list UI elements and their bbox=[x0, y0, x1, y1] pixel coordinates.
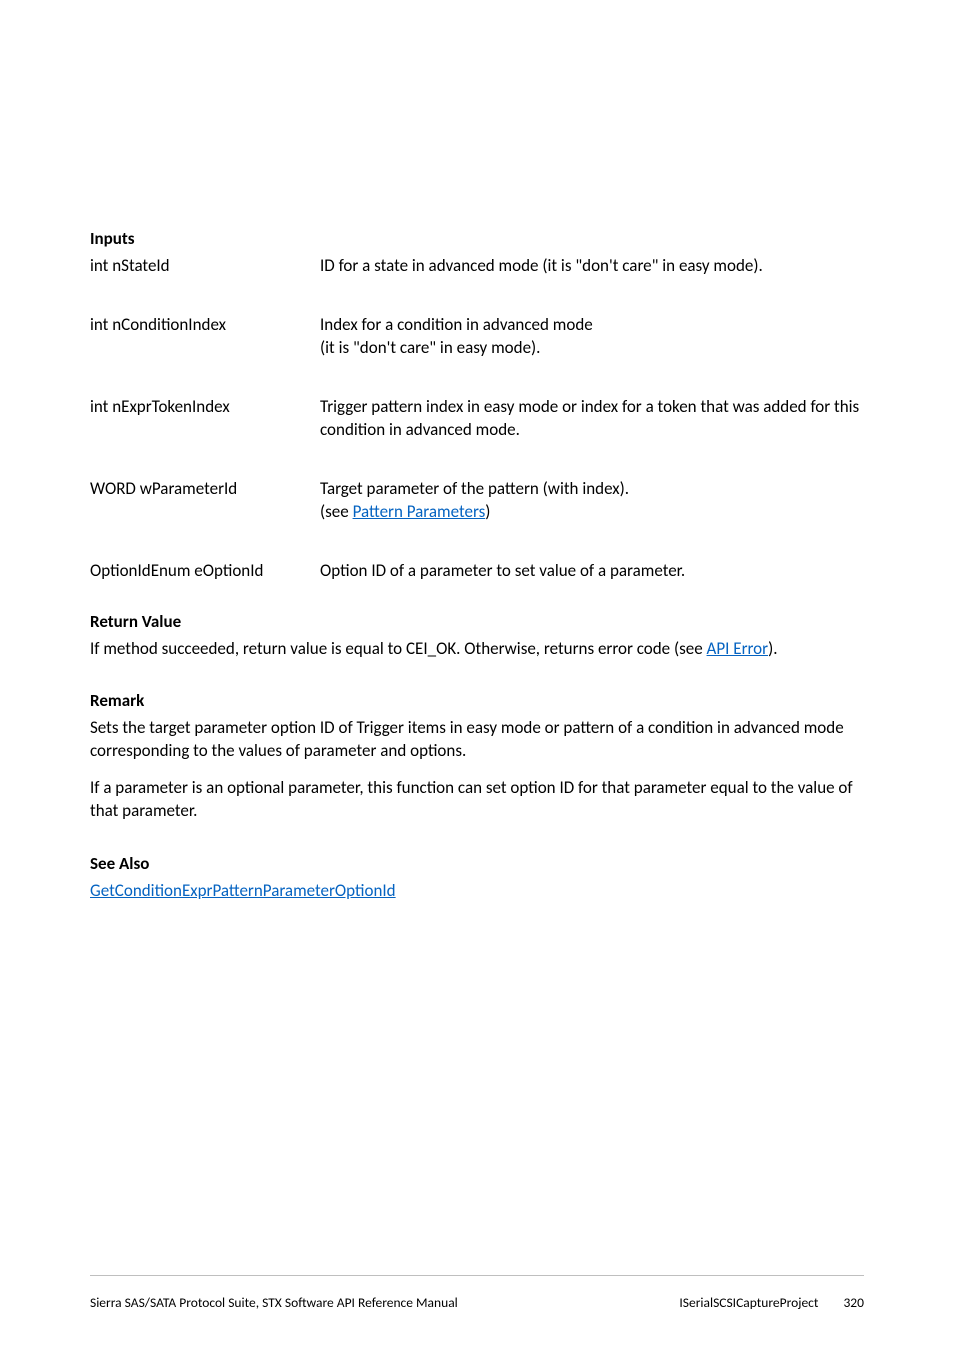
param-row: OptionIdEnum eOptionId Option ID of a pa… bbox=[90, 560, 864, 583]
remark-p2: If a parameter is an optional parameter,… bbox=[90, 777, 864, 823]
param-label: int nExprTokenIndex bbox=[90, 396, 320, 417]
return-text-before: If method succeeded, return value is equ… bbox=[90, 638, 707, 659]
param-desc-line: Index for a condition in advanced mode bbox=[320, 314, 593, 335]
see-also-text: GetConditionExprPatternParameterOptionId bbox=[90, 880, 864, 903]
inputs-heading: Inputs bbox=[90, 228, 864, 249]
remark-heading: Remark bbox=[90, 690, 864, 711]
param-row: int nStateId ID for a state in advanced … bbox=[90, 255, 864, 278]
api-error-link[interactable]: API Error bbox=[707, 638, 769, 659]
param-desc: Target parameter of the pattern (with in… bbox=[320, 478, 864, 524]
param-label: WORD wParameterId bbox=[90, 478, 320, 499]
return-value-text: If method succeeded, return value is equ… bbox=[90, 638, 864, 661]
see-prefix: (see bbox=[320, 501, 353, 522]
param-row: WORD wParameterId Target parameter of th… bbox=[90, 478, 864, 524]
see-also-link[interactable]: GetConditionExprPatternParameterOptionId bbox=[90, 880, 396, 901]
param-row: int nConditionIndex Index for a conditio… bbox=[90, 314, 864, 360]
remark-p1: Sets the target parameter option ID of T… bbox=[90, 717, 864, 763]
footer-right: ISerialSCSICaptureProject 320 bbox=[679, 1294, 864, 1311]
param-desc-line: Target parameter of the pattern (with in… bbox=[320, 478, 629, 499]
footer-section: ISerialSCSICaptureProject bbox=[679, 1294, 818, 1311]
param-row: int nExprTokenIndex Trigger pattern inde… bbox=[90, 396, 864, 442]
param-label: OptionIdEnum eOptionId bbox=[90, 560, 320, 581]
pattern-parameters-link[interactable]: Pattern Parameters bbox=[353, 501, 486, 522]
param-desc-line: (it is "don't care" in easy mode). bbox=[320, 337, 540, 358]
return-text-after: ). bbox=[768, 638, 777, 659]
page-footer: Sierra SAS/SATA Protocol Suite, STX Soft… bbox=[90, 1275, 864, 1311]
see-suffix: ) bbox=[485, 501, 490, 522]
return-value-heading: Return Value bbox=[90, 611, 864, 632]
param-desc: Index for a condition in advanced mode (… bbox=[320, 314, 864, 360]
footer-left: Sierra SAS/SATA Protocol Suite, STX Soft… bbox=[90, 1294, 458, 1311]
page-container: Inputs int nStateId ID for a state in ad… bbox=[0, 0, 954, 1349]
param-label: int nConditionIndex bbox=[90, 314, 320, 335]
page-number: 320 bbox=[843, 1294, 864, 1311]
param-desc: Trigger pattern index in easy mode or in… bbox=[320, 396, 864, 442]
param-label: int nStateId bbox=[90, 255, 320, 276]
param-desc: ID for a state in advanced mode (it is "… bbox=[320, 255, 864, 278]
see-also-heading: See Also bbox=[90, 853, 864, 874]
param-desc: Option ID of a parameter to set value of… bbox=[320, 560, 864, 583]
